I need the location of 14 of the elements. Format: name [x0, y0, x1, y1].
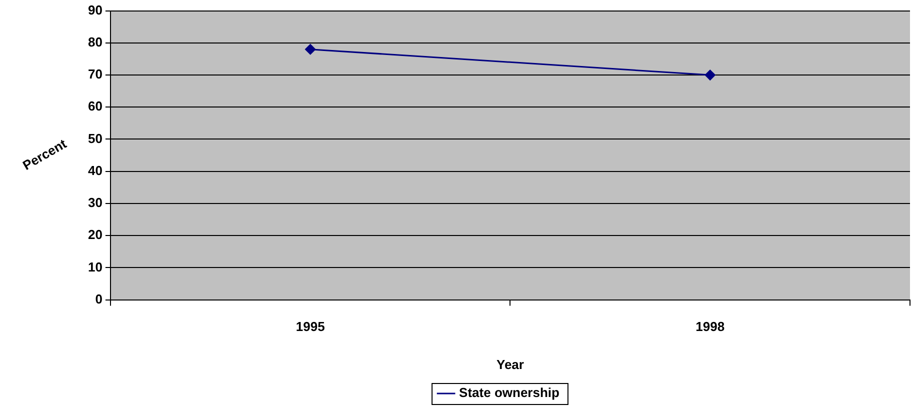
y-tick-label: 20 — [88, 227, 102, 242]
y-tick-label: 70 — [88, 66, 102, 82]
legend-label: State ownership — [459, 385, 560, 400]
y-tick-label: 30 — [88, 195, 102, 210]
x-tick-label: 1995 — [296, 319, 325, 334]
x-axis-title: Year — [496, 356, 524, 372]
y-tick-label: 40 — [88, 162, 102, 178]
y-tick-label: 10 — [88, 259, 102, 274]
y-tick-label: 0 — [95, 291, 102, 306]
x-tick-label: 1998 — [696, 319, 725, 334]
y-tick-label: 90 — [88, 2, 102, 18]
y-tick-label: 60 — [88, 98, 102, 114]
y-tick-label: 50 — [88, 130, 102, 146]
y-tick-label: 80 — [88, 34, 102, 50]
